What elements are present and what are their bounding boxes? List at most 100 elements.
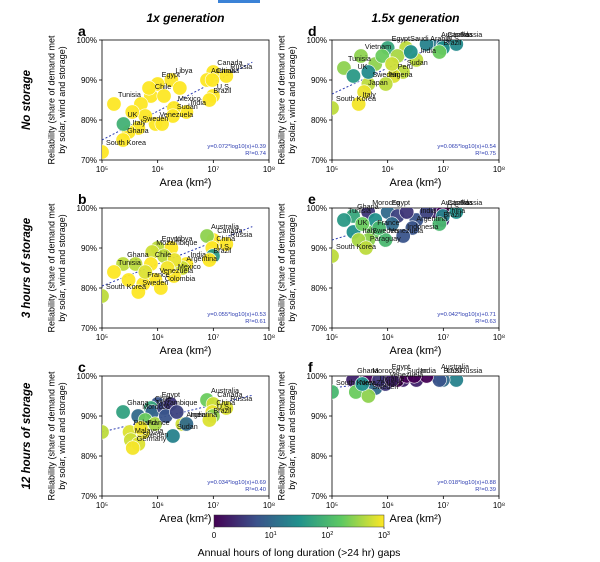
point-label: Venezuela: [160, 266, 194, 275]
point-label: UK: [357, 218, 367, 227]
data-point: [360, 388, 376, 404]
data-point: [336, 212, 352, 228]
data-point: [374, 48, 390, 64]
point-label: Vietnam: [365, 42, 391, 51]
point-label: Australia: [211, 386, 239, 395]
point-label: Russia: [460, 366, 482, 375]
point-label: Canada: [217, 226, 242, 235]
point-label: Morocco: [372, 198, 400, 207]
point-label: China: [216, 398, 235, 407]
point-label: Canada: [217, 390, 242, 399]
data-point: [332, 384, 340, 400]
x-axis-label: Area (km²): [160, 177, 212, 189]
point-label: Ghana: [127, 126, 149, 135]
data-point: [332, 248, 340, 264]
fit-equation: y=0.042*log10(x)+0.71: [437, 312, 496, 318]
x-tick-label: 10⁷: [207, 501, 219, 510]
data-point: [384, 376, 400, 388]
y-axis-label-line: by solar, wind and storage): [57, 214, 67, 322]
x-tick-label: 10⁸: [493, 333, 505, 342]
x-tick-label: 10⁷: [437, 165, 449, 174]
x-tick-label: 10⁵: [326, 165, 338, 174]
plot-area: [332, 40, 464, 116]
y-axis-label-line: by solar, wind and storage): [287, 382, 297, 490]
point-label: India: [420, 366, 436, 375]
plot-frame: [101, 39, 270, 161]
y-tick-label: 100%: [77, 204, 97, 213]
x-tick-label: 10⁵: [326, 333, 338, 342]
y-tick-label: 70%: [81, 492, 97, 501]
x-axis-label: Area (km²): [160, 513, 212, 525]
data-point: [204, 72, 220, 88]
panel-c: c Reliability (share of demand metby sola…: [46, 359, 275, 525]
point-label: Egypt: [392, 362, 410, 371]
point-label: China: [446, 206, 465, 215]
y-tick-label: 80%: [311, 452, 327, 461]
point-label: Japan: [368, 78, 388, 87]
colorbar-tick-label: 101: [265, 531, 277, 540]
point-label: Chile: [155, 250, 171, 259]
point-label: Sudan: [177, 422, 198, 431]
data-point: [218, 68, 234, 84]
data-point: [106, 96, 122, 112]
x-axis-label: Area (km²): [390, 345, 442, 357]
point-label: Brazil: [213, 406, 231, 415]
data-point: [419, 376, 435, 384]
row-title: 12 hours of storage: [21, 382, 33, 489]
x-axis-label: Area (km²): [390, 513, 442, 525]
point-label: Brazil: [443, 366, 461, 375]
y-axis-label-line: Reliability (share of demand met: [276, 371, 286, 501]
point-label: Indonesia: [407, 222, 438, 231]
data-point: [165, 428, 181, 444]
data-point: [353, 48, 369, 64]
point-label: Sudan: [407, 58, 428, 67]
point-label: Ghana: [357, 366, 379, 375]
data-point: [102, 424, 110, 440]
row-title: No storage: [21, 69, 33, 130]
data-point: [102, 144, 110, 160]
point-label: Peru: [398, 62, 413, 71]
point-label: South Korea: [106, 138, 146, 147]
data-point: [419, 40, 435, 52]
point-label: China: [216, 66, 235, 75]
point-label: Morocco: [142, 402, 170, 411]
y-tick-label: 90%: [81, 412, 97, 421]
point-label: Australia: [441, 30, 469, 39]
column-title: 1x generation: [146, 11, 224, 25]
y-tick-label: 90%: [81, 76, 97, 85]
point-label: Russia: [230, 230, 252, 239]
point-label: South Korea: [336, 242, 376, 251]
point-label: Venezuela: [390, 370, 424, 379]
data-point: [399, 208, 415, 220]
y-tick-label: 80%: [311, 284, 327, 293]
data-point: [345, 68, 361, 84]
y-tick-label: 100%: [307, 36, 327, 45]
data-point: [332, 100, 340, 116]
x-tick-label: 10⁷: [437, 501, 449, 510]
data-point: [115, 132, 131, 148]
fit-equation: y=0.055*log10(x)+0.53: [207, 312, 266, 318]
x-tick-label: 10⁵: [96, 333, 108, 342]
point-label: South Korea: [106, 282, 146, 291]
colorbar-gradient: [213, 514, 385, 528]
colorbar-tick-exponent: 1: [274, 531, 277, 537]
x-tick-label: 10⁷: [207, 333, 219, 342]
point-label: UK: [127, 110, 137, 119]
x-tick-label: 10⁷: [207, 165, 219, 174]
point-label: Mozambique: [156, 398, 197, 407]
point-label: Germany: [137, 434, 167, 443]
point-label: Mozambique: [156, 238, 197, 247]
data-point: [201, 412, 217, 428]
point-label: Australia: [441, 362, 469, 371]
point-label: Sweden: [142, 278, 168, 287]
x-axis-label: Area (km²): [160, 345, 212, 357]
fit-equation: y=0.065*log10(x)+0.54: [437, 144, 496, 150]
plot-area: [332, 376, 464, 404]
plot-frame: [101, 207, 270, 329]
plot-frame: [331, 207, 500, 329]
data-point: [156, 88, 172, 104]
y-tick-label: 90%: [81, 244, 97, 253]
point-label: Brazil: [213, 86, 231, 95]
y-axis-label: Reliability (share of demand metby solar…: [46, 371, 66, 501]
